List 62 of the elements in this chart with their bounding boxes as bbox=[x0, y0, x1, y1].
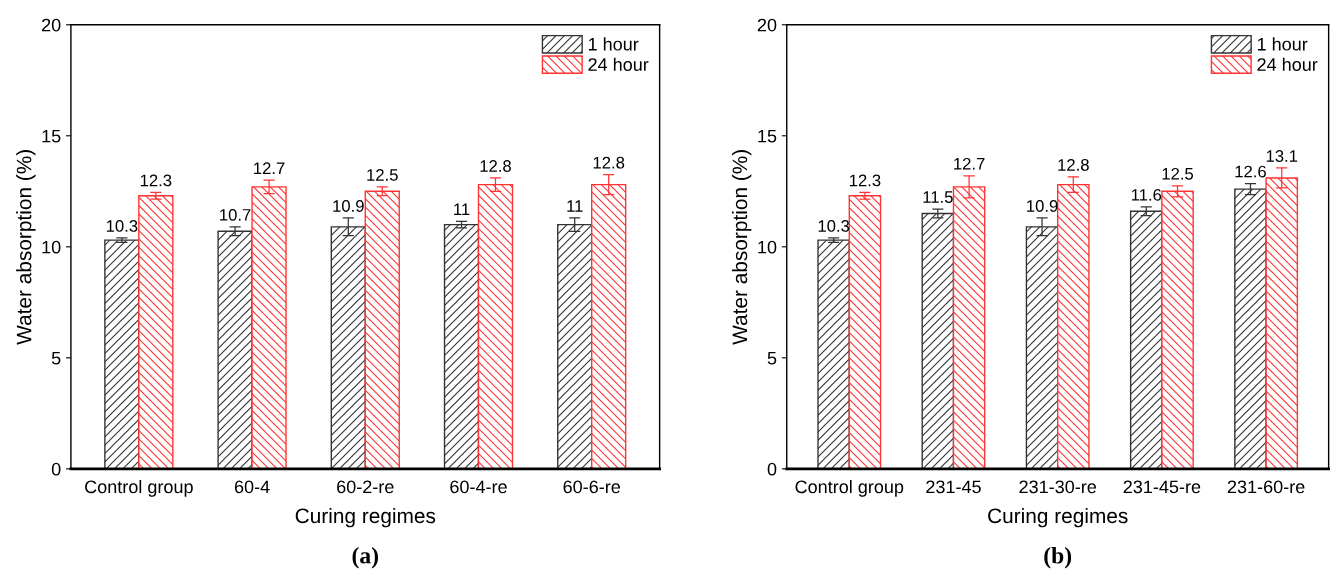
data-label: 11.6 bbox=[1131, 188, 1162, 201]
x-axis-title: Curing regimes bbox=[988, 507, 1128, 528]
data-label: 12.8 bbox=[1058, 159, 1089, 171]
data-label: 12.5 bbox=[1162, 167, 1194, 180]
y-tick-label: 0 bbox=[51, 462, 61, 476]
data-label: 10.7 bbox=[220, 208, 251, 221]
data-label: 13.1 bbox=[1266, 150, 1298, 162]
data-label: 11.5 bbox=[923, 191, 953, 203]
data-label: 12.3 bbox=[140, 174, 172, 187]
bar bbox=[477, 183, 514, 469]
text: (b) bbox=[1044, 546, 1072, 569]
data-label: 10.9 bbox=[333, 200, 364, 212]
legend-label: 1 hour bbox=[588, 37, 639, 51]
x-tick-label: 60-4 bbox=[234, 480, 270, 494]
legend-label: 24 hour bbox=[588, 57, 649, 71]
bar bbox=[921, 212, 955, 469]
bar bbox=[1161, 190, 1194, 469]
legend-label: 1 hour bbox=[1257, 37, 1308, 51]
bar bbox=[104, 239, 140, 469]
bar bbox=[557, 223, 593, 469]
legend-label: 24 hour bbox=[1257, 57, 1318, 71]
data-label: 12.3 bbox=[849, 174, 881, 187]
x-tick-label: 60-4-re bbox=[450, 480, 507, 494]
bar bbox=[443, 223, 480, 469]
y-axis-title: Water absorption (%) bbox=[731, 150, 752, 345]
bar bbox=[364, 190, 400, 469]
data-label: 12.7 bbox=[954, 157, 985, 170]
x-tick-label: 231-45-re bbox=[1123, 480, 1201, 494]
data-label: 12.7 bbox=[254, 162, 285, 174]
data-label: 10.3 bbox=[818, 220, 850, 232]
x-tick-label: 231-60-re bbox=[1227, 480, 1305, 494]
bar bbox=[817, 239, 850, 469]
x-tick-label: Control group bbox=[85, 479, 193, 497]
data-label: 12.6 bbox=[1235, 165, 1266, 178]
y-tick-label: 5 bbox=[51, 351, 61, 365]
bar bbox=[138, 195, 174, 469]
x-axis-title: Curing regimes bbox=[295, 507, 436, 528]
bar bbox=[1129, 210, 1163, 469]
bar bbox=[1234, 188, 1267, 469]
y-tick-label: 15 bbox=[758, 129, 777, 143]
y-axis-title: Water absorption (%) bbox=[16, 150, 36, 345]
bar bbox=[217, 230, 253, 469]
data-label: 11 bbox=[454, 203, 470, 216]
x-tick-label: 231-45 bbox=[926, 480, 981, 494]
bar bbox=[848, 195, 882, 469]
y-tick-label: 10 bbox=[42, 240, 61, 254]
y-tick-label: 20 bbox=[757, 18, 777, 32]
x-tick-label: Control group bbox=[795, 479, 904, 497]
y-tick-label: 20 bbox=[42, 18, 61, 32]
data-label: 10.3 bbox=[106, 220, 138, 232]
x-tick-label: 60-2-re bbox=[337, 480, 394, 494]
y-tick-label: 5 bbox=[767, 351, 777, 365]
data-label: 12.5 bbox=[367, 168, 398, 181]
y-tick-label: 10 bbox=[758, 240, 777, 254]
x-tick-label: 60-6-re bbox=[563, 480, 621, 494]
data-label: 12.8 bbox=[480, 160, 511, 172]
y-tick-label: 15 bbox=[42, 129, 61, 143]
x-tick-label: 231-30-re bbox=[1019, 480, 1097, 494]
data-label: 12.8 bbox=[593, 156, 625, 169]
y-tick-label: 0 bbox=[767, 462, 777, 476]
data-label: 11 bbox=[567, 200, 583, 212]
text: (a) bbox=[352, 546, 378, 569]
